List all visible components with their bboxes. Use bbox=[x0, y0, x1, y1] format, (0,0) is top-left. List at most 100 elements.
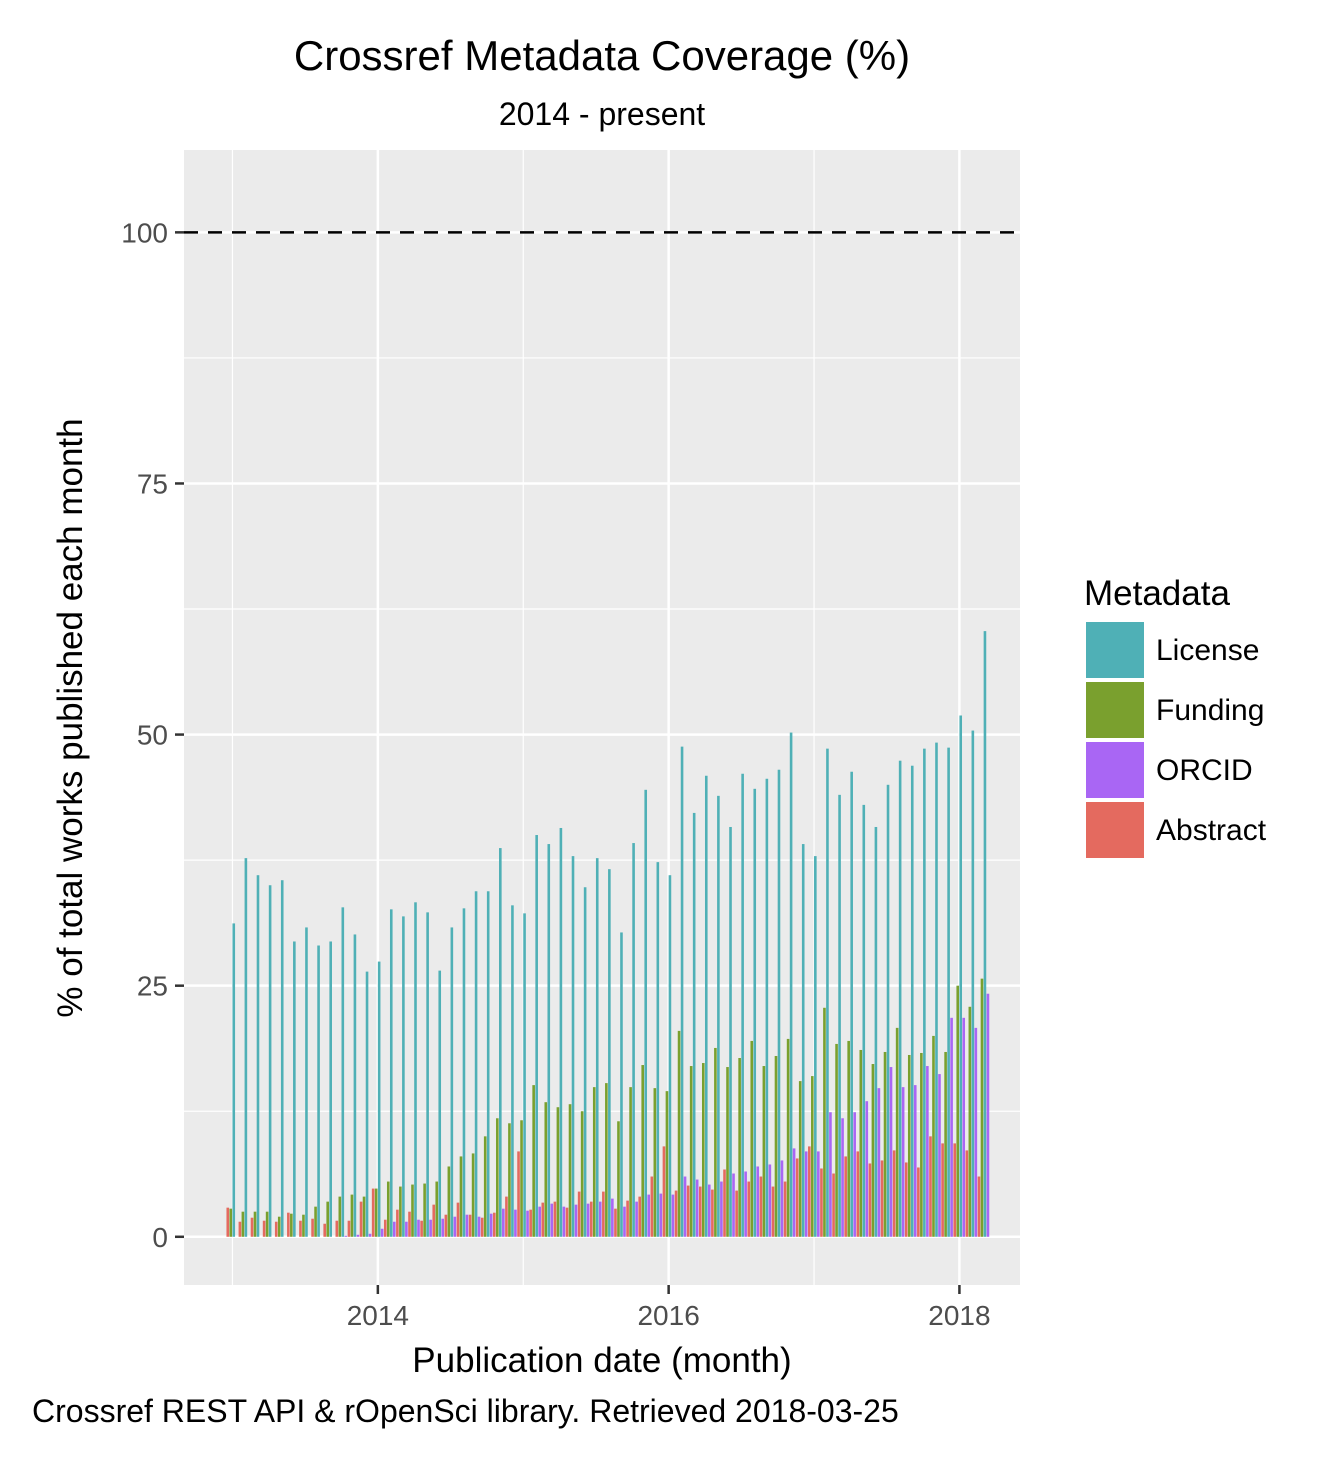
bar-funding bbox=[241, 1211, 245, 1237]
bar-orcid bbox=[417, 1219, 420, 1237]
bar-license bbox=[644, 789, 648, 1237]
bar-license bbox=[632, 843, 635, 1237]
bars bbox=[226, 631, 990, 1237]
bar-license bbox=[377, 961, 381, 1237]
bar-orcid bbox=[804, 1151, 808, 1237]
bar-funding bbox=[399, 1186, 402, 1237]
bar-abstract bbox=[795, 1158, 799, 1237]
x-tick-label: 2016 bbox=[637, 1300, 699, 1331]
bar-abstract bbox=[577, 1191, 581, 1237]
bar-abstract bbox=[589, 1201, 593, 1237]
bar-abstract bbox=[904, 1162, 908, 1237]
bar-abstract bbox=[456, 1202, 460, 1237]
bar-license bbox=[801, 844, 805, 1237]
bar-abstract bbox=[856, 1151, 860, 1237]
bar-license bbox=[850, 771, 853, 1237]
bar-funding bbox=[641, 1065, 645, 1237]
bar-orcid bbox=[732, 1173, 735, 1237]
bar-abstract bbox=[602, 1191, 605, 1237]
bar-license bbox=[293, 941, 296, 1237]
bar-funding bbox=[302, 1214, 305, 1237]
legend-label-abstract: Abstract bbox=[1156, 814, 1267, 847]
bar-orcid bbox=[853, 1112, 856, 1237]
bar-license bbox=[389, 909, 393, 1237]
bar-license bbox=[971, 730, 975, 1237]
legend-label-orcid: ORCID bbox=[1156, 754, 1253, 787]
bar-abstract bbox=[941, 1143, 944, 1237]
bar-funding bbox=[362, 1196, 366, 1237]
bar-license bbox=[353, 934, 357, 1237]
bar-license bbox=[729, 826, 732, 1237]
bar-funding bbox=[907, 1054, 911, 1237]
bar-license bbox=[668, 875, 672, 1237]
bar-funding bbox=[447, 1166, 451, 1237]
bar-orcid bbox=[465, 1214, 469, 1237]
bar-license bbox=[426, 912, 429, 1237]
legend-swatch-license bbox=[1086, 622, 1144, 678]
bar-funding bbox=[435, 1181, 439, 1237]
bar-funding bbox=[423, 1183, 426, 1237]
bar-funding bbox=[883, 1051, 887, 1237]
bar-orcid bbox=[526, 1210, 529, 1237]
bar-abstract bbox=[408, 1211, 411, 1237]
bar-funding bbox=[556, 1107, 560, 1237]
bar-orcid bbox=[477, 1216, 481, 1237]
bar-orcid bbox=[962, 1017, 966, 1237]
bar-orcid bbox=[392, 1221, 396, 1237]
bar-funding bbox=[811, 1076, 814, 1237]
bar-abstract bbox=[468, 1214, 472, 1237]
bar-orcid bbox=[841, 1118, 844, 1237]
bar-funding bbox=[520, 1120, 523, 1237]
bar-abstract bbox=[517, 1151, 520, 1237]
bar-funding bbox=[471, 1153, 475, 1237]
bar-abstract bbox=[420, 1220, 423, 1237]
y-tick-label: 0 bbox=[152, 1222, 168, 1253]
bar-funding bbox=[592, 1087, 596, 1237]
bar-funding bbox=[277, 1216, 281, 1237]
bar-abstract bbox=[977, 1176, 981, 1237]
bar-orcid bbox=[368, 1233, 372, 1237]
bar-abstract bbox=[565, 1207, 569, 1237]
bar-license bbox=[704, 775, 708, 1237]
x-axis-label: Publication date (month) bbox=[412, 1341, 791, 1380]
bar-abstract bbox=[868, 1163, 872, 1237]
bar-orcid bbox=[889, 1067, 893, 1237]
bar-license bbox=[244, 858, 248, 1237]
bar-funding bbox=[496, 1118, 499, 1237]
bar-license bbox=[402, 916, 405, 1237]
legend-label-funding: Funding bbox=[1156, 694, 1264, 727]
bar-abstract bbox=[287, 1212, 290, 1237]
bar-abstract bbox=[529, 1209, 532, 1237]
bar-abstract bbox=[929, 1136, 932, 1237]
bar-license bbox=[559, 827, 563, 1237]
bar-license bbox=[365, 971, 369, 1237]
bar-orcid bbox=[562, 1206, 566, 1237]
bar-orcid bbox=[574, 1204, 578, 1237]
bar-license bbox=[268, 885, 272, 1237]
bar-funding bbox=[483, 1136, 487, 1237]
bar-funding bbox=[823, 1007, 826, 1237]
bar-funding bbox=[629, 1087, 632, 1237]
bar-funding bbox=[859, 1049, 863, 1237]
bar-funding bbox=[568, 1104, 572, 1237]
bar-funding bbox=[956, 985, 960, 1237]
bar-abstract bbox=[771, 1186, 775, 1237]
bar-abstract bbox=[747, 1181, 751, 1237]
bar-abstract bbox=[383, 1219, 387, 1237]
bar-orcid bbox=[586, 1203, 590, 1237]
bar-orcid bbox=[623, 1206, 626, 1237]
bar-abstract bbox=[844, 1156, 847, 1237]
caption: Crossref REST API & rOpenSci library. Re… bbox=[32, 1393, 899, 1429]
bar-funding bbox=[374, 1188, 378, 1237]
bar-license bbox=[741, 773, 744, 1237]
bar-abstract bbox=[347, 1220, 351, 1237]
bar-orcid bbox=[829, 1112, 832, 1237]
bar-funding bbox=[580, 1111, 584, 1237]
bar-license bbox=[874, 826, 878, 1237]
bar-orcid bbox=[671, 1194, 675, 1237]
bar-abstract bbox=[698, 1186, 702, 1237]
bar-license bbox=[959, 715, 963, 1237]
bar-orcid bbox=[514, 1209, 517, 1237]
bar-orcid bbox=[720, 1181, 723, 1237]
